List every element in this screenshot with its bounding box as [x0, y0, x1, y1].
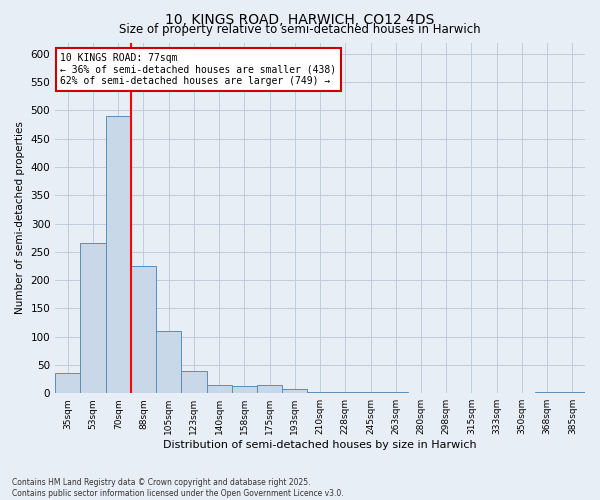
- Bar: [409, 392, 434, 393]
- Bar: [181, 370, 206, 393]
- Y-axis label: Number of semi-detached properties: Number of semi-detached properties: [15, 122, 25, 314]
- Bar: [332, 392, 358, 393]
- Text: Contains HM Land Registry data © Crown copyright and database right 2025.
Contai: Contains HM Land Registry data © Crown c…: [12, 478, 344, 498]
- X-axis label: Distribution of semi-detached houses by size in Harwich: Distribution of semi-detached houses by …: [163, 440, 477, 450]
- Bar: [257, 386, 282, 393]
- Bar: [55, 374, 80, 393]
- Bar: [282, 389, 307, 393]
- Bar: [307, 392, 332, 393]
- Bar: [156, 331, 181, 393]
- Bar: [535, 392, 560, 393]
- Bar: [383, 392, 409, 393]
- Bar: [80, 244, 106, 393]
- Bar: [434, 392, 459, 393]
- Text: 10, KINGS ROAD, HARWICH, CO12 4DS: 10, KINGS ROAD, HARWICH, CO12 4DS: [166, 12, 434, 26]
- Bar: [131, 266, 156, 393]
- Bar: [106, 116, 131, 393]
- Text: 10 KINGS ROAD: 77sqm
← 36% of semi-detached houses are smaller (438)
62% of semi: 10 KINGS ROAD: 77sqm ← 36% of semi-detac…: [61, 53, 337, 86]
- Bar: [232, 386, 257, 393]
- Text: Size of property relative to semi-detached houses in Harwich: Size of property relative to semi-detach…: [119, 22, 481, 36]
- Bar: [560, 392, 585, 393]
- Bar: [206, 384, 232, 393]
- Bar: [358, 392, 383, 393]
